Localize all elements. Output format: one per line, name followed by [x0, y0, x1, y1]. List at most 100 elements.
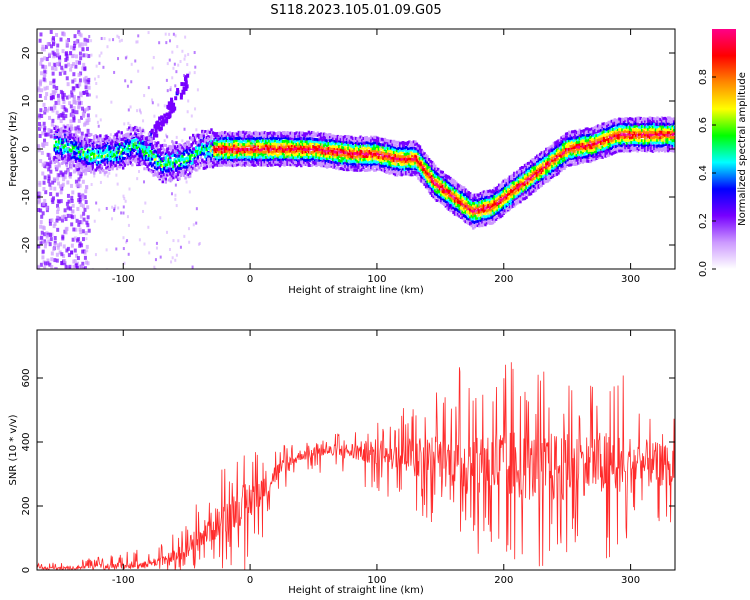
- spectrogram-cell: [156, 175, 160, 179]
- spectrogram-cell: [504, 181, 507, 185]
- spectrogram-cell: [430, 160, 434, 164]
- spectrogram-cell: [388, 143, 391, 147]
- spectrogram-cell: [359, 144, 362, 148]
- spectrogram-cell: [53, 63, 57, 68]
- spectrogram-cell: [228, 147, 231, 151]
- spectrogram-cell: [271, 139, 274, 143]
- spectrogram-cell: [77, 118, 81, 123]
- spectrogram-cell: [65, 95, 69, 100]
- spectrogram-cell: [155, 167, 158, 171]
- spectrogram-cell: [500, 214, 504, 218]
- spectrogram-cell: [100, 37, 103, 41]
- spectrogram-cell: [170, 145, 174, 149]
- spectrogram-cell: [330, 157, 333, 161]
- spectrogram-cell: [286, 144, 289, 148]
- spectrogram-cell: [123, 197, 126, 201]
- spectrogram-cell: [284, 147, 288, 151]
- spectrogram-cell: [169, 156, 172, 160]
- spectrogram-cell: [312, 160, 315, 164]
- spectrogram-cell: [447, 189, 451, 193]
- spectrogram-cell: [502, 203, 505, 207]
- spectrogram-cell: [260, 152, 263, 156]
- spectrogram-cell: [289, 142, 292, 146]
- spectrogram-cell: [257, 155, 260, 159]
- spectrogram-cell: [435, 169, 438, 173]
- spectrogram-cell: [395, 173, 399, 177]
- spectrogram-cell: [430, 168, 434, 172]
- spectrogram-cell: [470, 224, 473, 228]
- spectrogram-cell: [78, 197, 82, 202]
- spectrogram-cell: [252, 163, 256, 167]
- spectrogram-cell: [327, 149, 330, 153]
- spectrogram-cell: [423, 168, 426, 172]
- spectrogram-cell: [382, 161, 385, 165]
- spectrogram-cell: [507, 200, 510, 204]
- spectrogram-cell: [332, 134, 335, 138]
- spectrogram-cell: [117, 139, 120, 143]
- spectrogram-cell: [283, 136, 286, 140]
- spectrogram-cell: [424, 181, 427, 185]
- spectrogram-cell: [458, 187, 461, 191]
- spectrogram-cell: [143, 161, 146, 165]
- spectrogram-cell: [400, 163, 403, 167]
- spectrogram-cell: [68, 161, 72, 165]
- spectrogram-cell: [313, 147, 317, 151]
- spectrogram-cell: [335, 157, 338, 161]
- spectrogram-cell: [175, 175, 178, 179]
- spectrogram-cell: [41, 249, 45, 254]
- spectrogram-cell: [156, 161, 160, 165]
- spectrogram-cell: [405, 142, 408, 146]
- spectrogram-cell: [275, 143, 279, 147]
- spectrogram-cell: [65, 142, 69, 146]
- spectrogram-cell: [385, 161, 388, 165]
- spectrogram-cell: [321, 164, 324, 168]
- spectrogram-cell: [41, 171, 45, 176]
- spectrogram-cell: [84, 81, 88, 86]
- spectrogram-cell: [49, 186, 53, 191]
- spectrogram-cell: [112, 158, 116, 162]
- spectrogram-cell: [114, 133, 117, 137]
- spectrogram-cell: [330, 144, 333, 148]
- spectrogram-cell: [318, 156, 321, 160]
- spectrogram-cell: [309, 147, 312, 151]
- spectrogram-cell: [153, 166, 157, 170]
- spectrogram-cell: [123, 162, 126, 166]
- spectrogram-cell: [56, 203, 60, 208]
- spectrogram-cell: [71, 155, 75, 159]
- spectrogram-cell: [500, 198, 504, 202]
- spectrogram-cell: [59, 148, 62, 152]
- spectrogram-cell: [494, 210, 498, 214]
- spectrogram-cell: [47, 106, 51, 111]
- spectrogram-cell: [143, 156, 146, 160]
- spectrogram-cell: [237, 134, 241, 138]
- spectrogram-cell: [87, 117, 91, 122]
- spectrogram-cell: [149, 137, 152, 141]
- spectrogram-cell: [392, 156, 396, 160]
- spectrogram-cell: [394, 164, 397, 168]
- spectrogram-cell: [440, 172, 443, 176]
- spectrogram-cell: [452, 195, 455, 199]
- spectrogram-cell: [427, 187, 431, 191]
- spectrogram-cell: [165, 230, 168, 234]
- spectrogram-cell: [139, 111, 142, 115]
- spectrogram-cell: [295, 160, 298, 164]
- spectrogram-cell: [438, 180, 441, 184]
- spectrogram-cell: [141, 141, 145, 145]
- spectrogram-cell: [432, 190, 435, 194]
- spectrogram-cell: [198, 145, 201, 149]
- spectrogram-cell: [157, 103, 160, 107]
- spectrogram-cell: [452, 192, 455, 196]
- spectrogram-cell: [70, 127, 73, 131]
- spectrogram-cell: [58, 142, 61, 146]
- spectrogram-cell: [452, 206, 455, 210]
- spectrogram-cell: [482, 214, 486, 218]
- spectrogram-cell: [293, 137, 297, 141]
- spectrogram-cell: [233, 143, 236, 147]
- spectrogram-cell: [412, 155, 416, 159]
- spectrogram-cell: [461, 215, 464, 219]
- spectrogram-cell: [482, 201, 486, 205]
- spectrogram-cell: [248, 139, 251, 143]
- spectrogram-cell: [93, 135, 96, 139]
- spectrogram-cell: [362, 160, 365, 164]
- spectrogram-cell: [424, 170, 428, 174]
